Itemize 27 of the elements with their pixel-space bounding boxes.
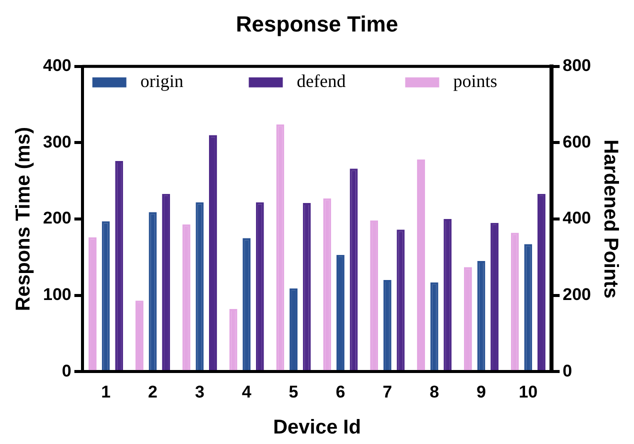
x-tick-label: 1 — [101, 382, 111, 402]
legend-label: origin — [140, 71, 184, 92]
x-tick-label: 4 — [242, 382, 252, 402]
x-tick-label: 6 — [336, 382, 346, 402]
x-tick-label: 9 — [476, 382, 486, 402]
y-tick-label: 300 — [42, 132, 72, 152]
legend-label: points — [453, 71, 498, 92]
y-tick-label: 200 — [42, 208, 72, 228]
x-tick-label: 10 — [518, 382, 538, 402]
y2-tick-label: 200 — [562, 284, 592, 304]
x-tick-label: 2 — [148, 382, 158, 402]
chart-title: Response Time — [236, 11, 398, 36]
y-tick-label: 100 — [42, 284, 72, 304]
y-tick-label: 0 — [62, 361, 72, 380]
x-tick-label: 5 — [288, 382, 298, 402]
x-tick-label: 8 — [430, 382, 440, 402]
x-tick-label: 3 — [194, 382, 204, 402]
y2-tick-label: 600 — [562, 132, 592, 152]
y-tick-label: 400 — [42, 56, 72, 76]
y2-tick-label: 800 — [562, 56, 592, 76]
y2-axis-title: Hardened Points — [599, 140, 622, 298]
x-tick-label: 7 — [382, 382, 392, 402]
y2-tick-label: 0 — [562, 361, 572, 380]
legend-label: defend — [296, 71, 346, 92]
y2-tick-label: 400 — [562, 208, 592, 228]
y-axis-title: Respons Time (ms) — [12, 126, 35, 312]
x-axis-title: Device Id — [273, 416, 361, 439]
